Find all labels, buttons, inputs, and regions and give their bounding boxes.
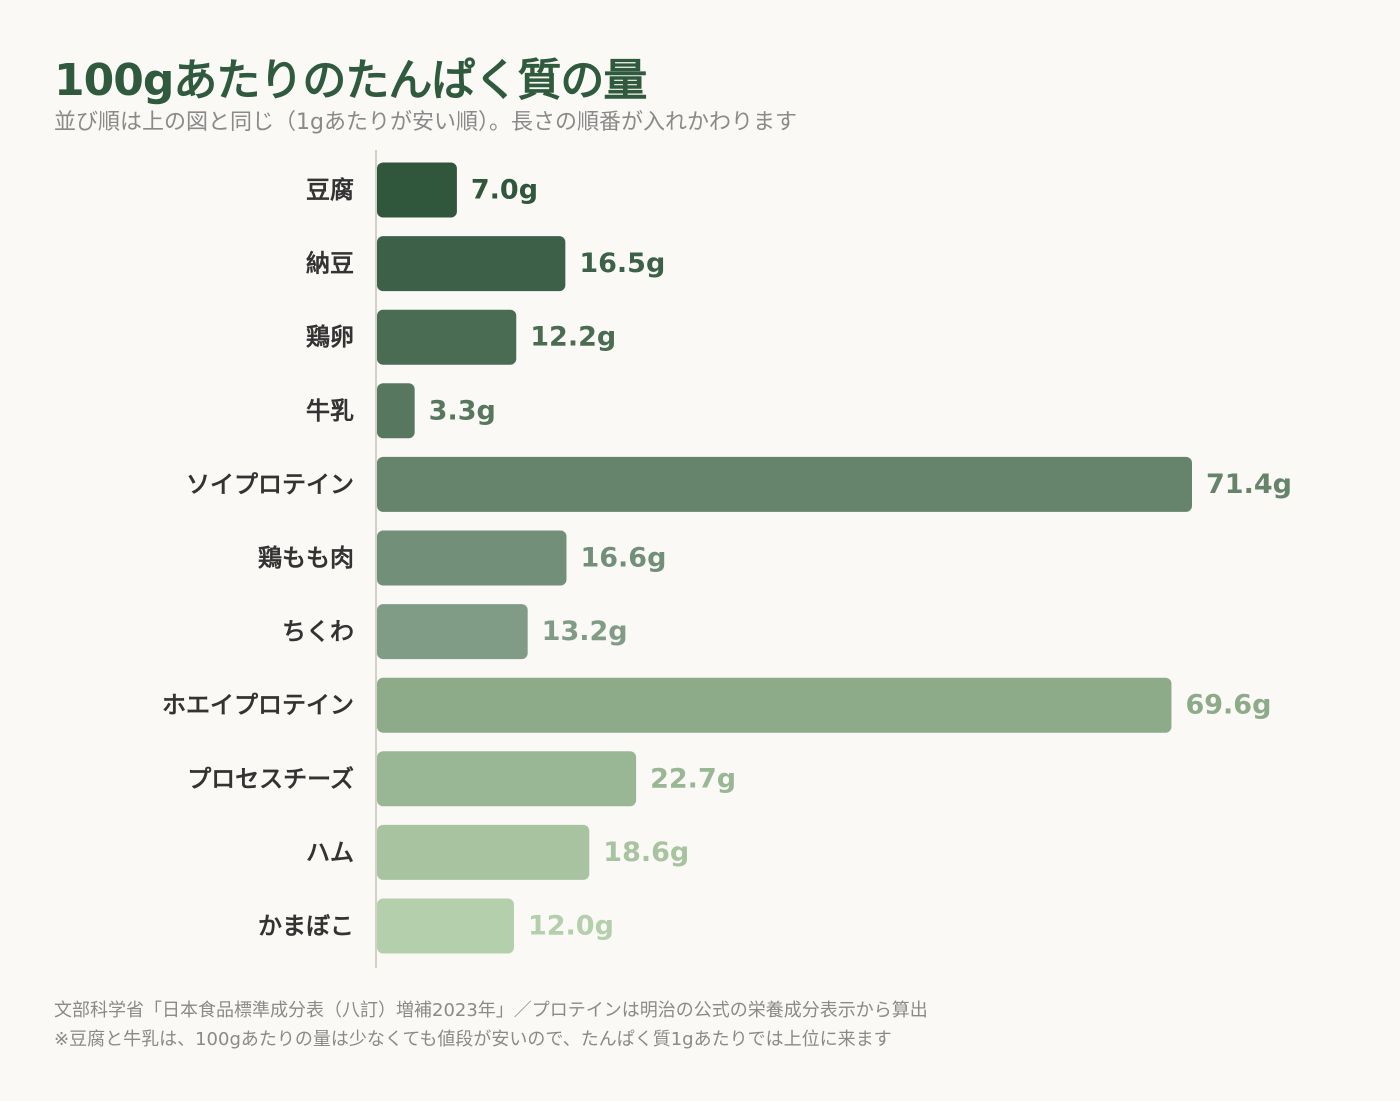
- category-label: ハム: [306, 838, 354, 866]
- bar: [377, 898, 514, 954]
- category-label: ソイプロテイン: [186, 470, 354, 498]
- bar: [377, 824, 590, 880]
- bar: [377, 604, 528, 660]
- note-footnote: ※豆腐と牛乳は、100gあたりの量は少なくても値段が安いので、たんぱく質1gあた…: [54, 1029, 892, 1050]
- bars-group: 豆腐 7.0g 納豆 16.5g 鶏卵 12.2g 牛乳 3.3g ソイプロテイン 71.4g 鶏も…: [162, 162, 1292, 954]
- category-label: 鶏もも肉: [258, 544, 354, 572]
- bar: [377, 530, 567, 586]
- category-label: かまぼこ: [258, 912, 354, 940]
- bar: [377, 456, 1192, 512]
- category-label: ホエイプロテイン: [162, 691, 354, 719]
- chart-title: 100gあたりのたんぱく質の量: [54, 55, 647, 106]
- bar: [377, 383, 415, 439]
- value-label: 7.0g: [471, 175, 538, 206]
- source-footnote: 文部科学省「日本食品標準成分表（八訂）増補2023年」／プロテインは明治の公式の…: [54, 1000, 928, 1021]
- category-label: 豆腐: [306, 176, 354, 204]
- chart-subtitle: 並び順は上の図と同じ（1gあたりが安い順）。長さの順番が入れかわります: [54, 110, 797, 135]
- value-label: 16.6g: [580, 543, 666, 574]
- bar: [377, 677, 1172, 733]
- category-label: プロセスチーズ: [187, 765, 354, 793]
- value-label: 18.6g: [603, 837, 689, 868]
- value-label: 69.6g: [1185, 690, 1271, 721]
- bar: [377, 162, 457, 218]
- value-label: 22.7g: [650, 763, 736, 794]
- value-label: 3.3g: [429, 395, 496, 426]
- category-label: 牛乳: [306, 397, 354, 425]
- category-label: 納豆: [306, 250, 354, 278]
- value-label: 16.5g: [579, 248, 665, 279]
- value-label: 12.0g: [528, 911, 614, 942]
- bar: [377, 309, 517, 365]
- bar: [377, 236, 566, 292]
- category-label: ちくわ: [282, 618, 354, 646]
- value-label: 13.2g: [542, 616, 628, 647]
- category-label: 鶏卵: [306, 323, 354, 351]
- bar: [377, 751, 637, 807]
- value-label: 12.2g: [530, 322, 616, 353]
- value-label: 71.4g: [1206, 469, 1292, 500]
